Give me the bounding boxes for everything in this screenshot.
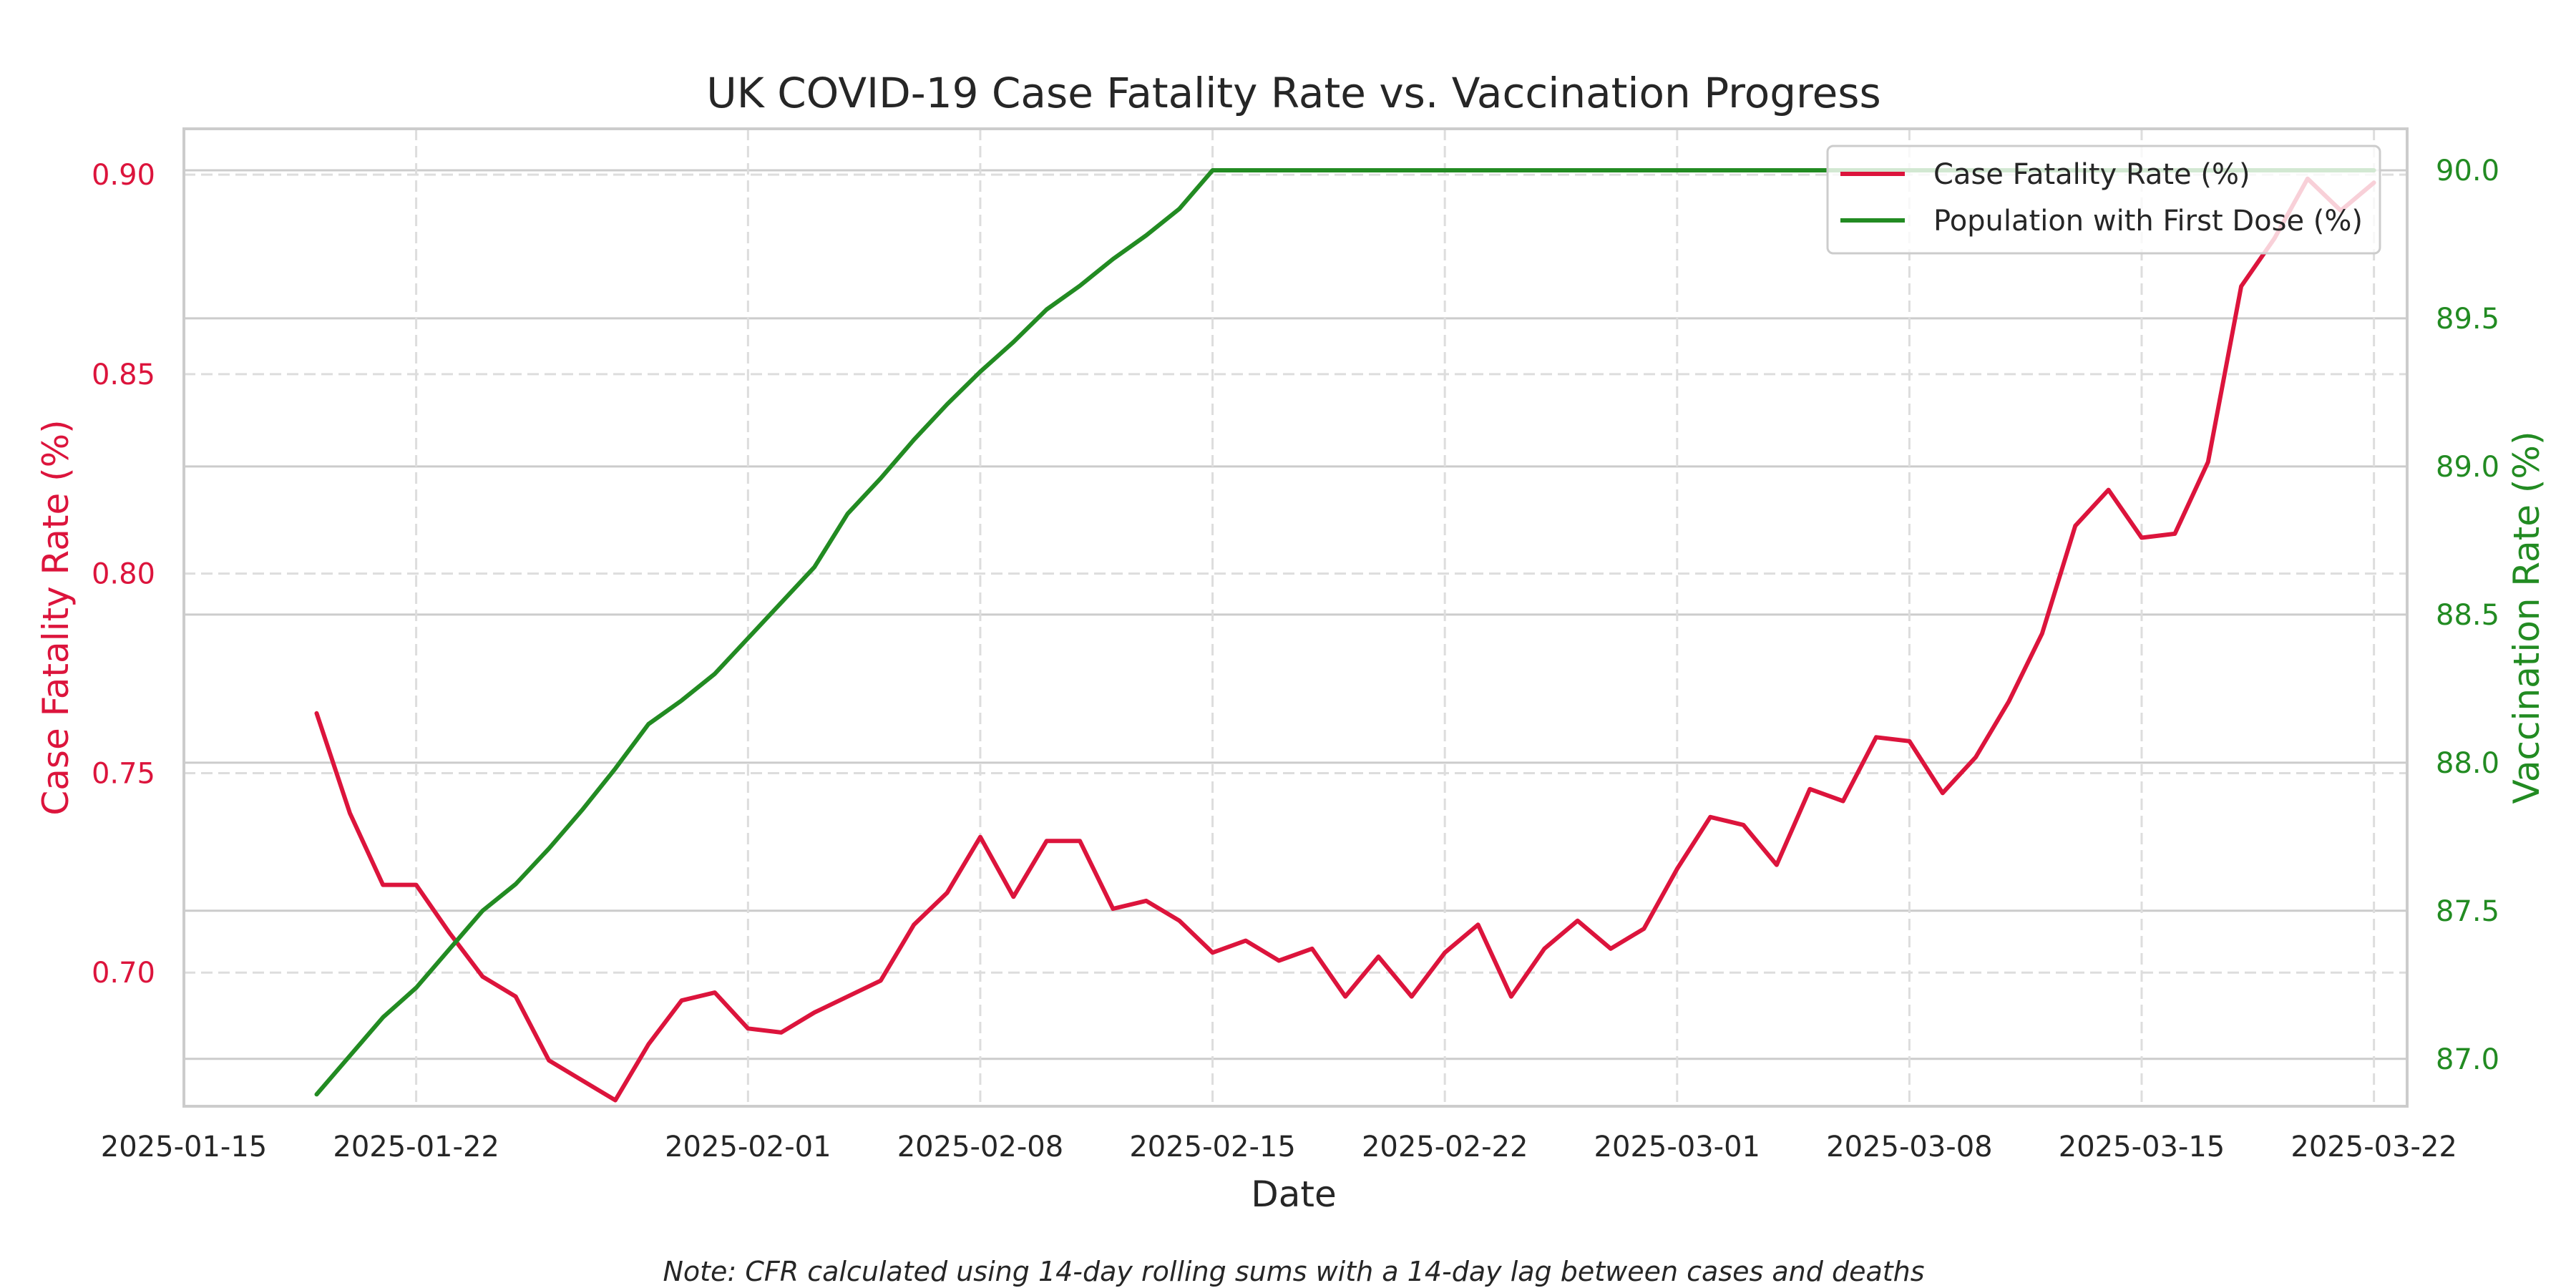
- right-tick-label-4: 89.0: [2436, 451, 2499, 484]
- right-tick-label-2: 88.0: [2436, 747, 2499, 780]
- right-tick-label-1: 87.5: [2436, 895, 2499, 928]
- right-tick-label-5: 89.5: [2436, 303, 2499, 336]
- right-tick-label-3: 88.5: [2436, 599, 2499, 632]
- chart-note: Note: CFR calculated using 14-day rollin…: [663, 1256, 1924, 1287]
- legend-label-cfr: Case Fatality Rate (%): [1933, 158, 2250, 191]
- x-tick-label-1: 2025-01-22: [333, 1131, 499, 1163]
- x-tick-label-6: 2025-03-01: [1594, 1131, 1760, 1163]
- x-tick-label-9: 2025-03-22: [2290, 1131, 2457, 1163]
- right-axis-ticks: 87.0 87.5 88.0 88.5 89.0 89.5 90.0: [2436, 155, 2499, 1076]
- left-tick-label-0: 0.70: [92, 957, 155, 990]
- x-tick-label-5: 2025-02-22: [1362, 1131, 1528, 1163]
- left-axis-label: Case Fatality Rate (%): [35, 419, 77, 815]
- x-tick-label-3: 2025-02-08: [897, 1131, 1063, 1163]
- x-tick-label-4: 2025-02-15: [1129, 1131, 1295, 1163]
- left-tick-label-2: 0.80: [92, 558, 155, 591]
- right-tick-label-6: 90.0: [2436, 155, 2499, 187]
- legend: Case Fatality Rate (%) Population with F…: [1826, 145, 2381, 255]
- left-tick-label-3: 0.85: [92, 358, 155, 391]
- left-axis-ticks: 0.70 0.75 0.80 0.85 0.90: [92, 159, 155, 990]
- legend-box: [1826, 145, 2381, 255]
- right-axis-label: Vaccination Rate (%): [2506, 431, 2547, 804]
- x-axis-ticks: 2025-01-15 2025-01-22 2025-02-01 2025-02-08…: [101, 1131, 2457, 1163]
- x-axis-label: Date: [1251, 1174, 1337, 1215]
- chart-title: UK COVID-19 Case Fatality Rate vs. Vacci…: [706, 69, 1880, 117]
- left-tick-label-4: 0.90: [92, 159, 155, 192]
- x-tick-label-7: 2025-03-08: [1826, 1131, 1992, 1163]
- series-line-cfr: [314, 176, 2376, 1103]
- right-tick-label-0: 87.0: [2436, 1043, 2499, 1076]
- x-tick-label-8: 2025-03-15: [2059, 1131, 2225, 1163]
- left-tick-label-1: 0.75: [92, 757, 155, 790]
- plot-frame: [182, 127, 2409, 1108]
- x-tick-label-2: 2025-02-01: [665, 1131, 831, 1163]
- legend-label-vaccination: Population with First Dose (%): [1933, 205, 2363, 238]
- x-tick-label-0: 2025-01-15: [101, 1131, 267, 1163]
